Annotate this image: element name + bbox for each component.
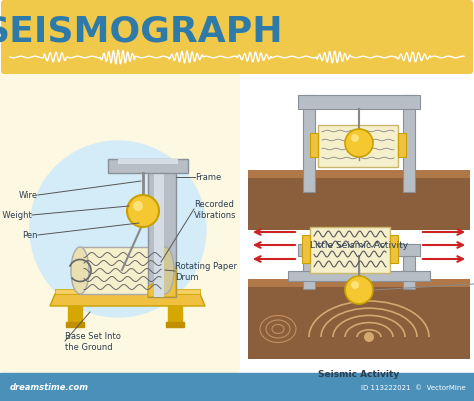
Bar [118,160,178,164]
Bar [303,96,315,192]
Bar [303,244,315,289]
FancyBboxPatch shape [1,1,473,75]
Text: Wire: Wire [19,191,38,200]
Bar [248,170,470,178]
Text: Frame: Frame [195,173,221,182]
Ellipse shape [156,247,174,294]
Text: Little Seismic Activity: Little Seismic Activity [310,241,408,249]
Circle shape [351,135,359,143]
Bar [318,126,398,168]
Bar [310,227,390,273]
Text: Rotating Paper
Drum: Rotating Paper Drum [175,261,237,281]
Bar [154,168,164,297]
Bar [288,271,430,281]
Bar [80,247,165,294]
FancyBboxPatch shape [0,72,240,373]
Bar [0,373,474,401]
Polygon shape [50,294,205,306]
Bar [248,279,470,287]
Text: SEISMOGRAPH: SEISMOGRAPH [0,15,283,49]
Bar [68,306,82,324]
Polygon shape [55,289,200,294]
Bar [248,279,470,359]
Bar [108,160,188,174]
Bar [390,235,398,263]
Circle shape [30,142,206,317]
Ellipse shape [71,247,89,294]
Text: Recorded
Vibrations: Recorded Vibrations [194,200,237,219]
Text: Seismic Activity: Seismic Activity [319,369,400,378]
Bar [302,235,310,263]
Circle shape [127,196,159,227]
Text: Pen: Pen [22,231,38,240]
Polygon shape [148,267,176,297]
Bar [403,96,415,192]
Bar [168,306,182,324]
Bar [248,170,470,231]
Text: ID 113222021  ©  VectorMine: ID 113222021 © VectorMine [361,384,466,390]
Text: Heavy Weight: Heavy Weight [0,211,32,220]
Bar [398,134,406,158]
Bar [403,244,415,289]
Circle shape [345,276,373,304]
Text: dreamstime.com: dreamstime.com [10,383,89,391]
Bar [298,244,420,256]
Bar [166,322,184,327]
Circle shape [133,201,143,211]
Circle shape [345,130,373,158]
Circle shape [351,281,359,289]
Bar [298,96,420,110]
Bar [310,134,318,158]
Bar [148,168,176,297]
Circle shape [364,332,374,342]
Bar [66,322,84,327]
Text: Base Set Into
the Ground: Base Set Into the Ground [65,332,121,351]
